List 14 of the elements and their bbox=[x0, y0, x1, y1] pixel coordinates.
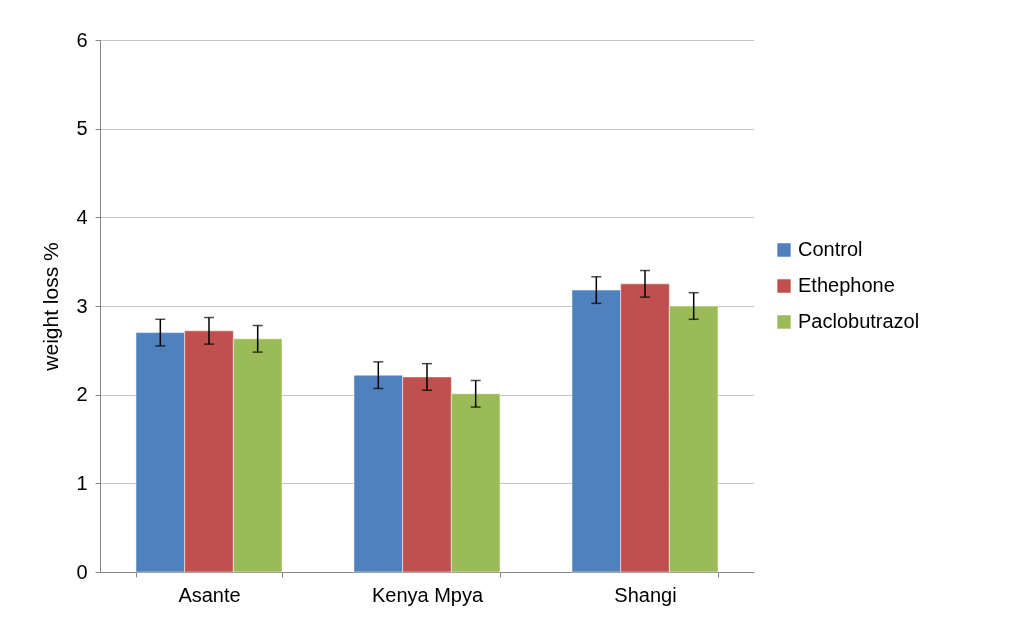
y-tick-label: 6 bbox=[76, 28, 88, 51]
x-tick-label: Kenya Mpya bbox=[371, 583, 484, 606]
y-tick-label: 2 bbox=[76, 383, 88, 406]
legend-label: Control bbox=[798, 238, 863, 260]
legend-label: Paclobutrazol bbox=[798, 310, 920, 332]
y-tick-label: 4 bbox=[76, 205, 88, 228]
y-tick-label: 3 bbox=[76, 294, 88, 317]
legend-label: Ethephone bbox=[798, 274, 895, 296]
x-tick-label: Shangi bbox=[614, 583, 677, 606]
y-tick-label: 0 bbox=[76, 560, 88, 583]
y-tick-label: 1 bbox=[76, 471, 88, 494]
y-axis-title: weight loss % bbox=[39, 242, 63, 372]
y-tick-label: 5 bbox=[76, 117, 88, 140]
x-tick-label: Asante bbox=[178, 583, 241, 606]
